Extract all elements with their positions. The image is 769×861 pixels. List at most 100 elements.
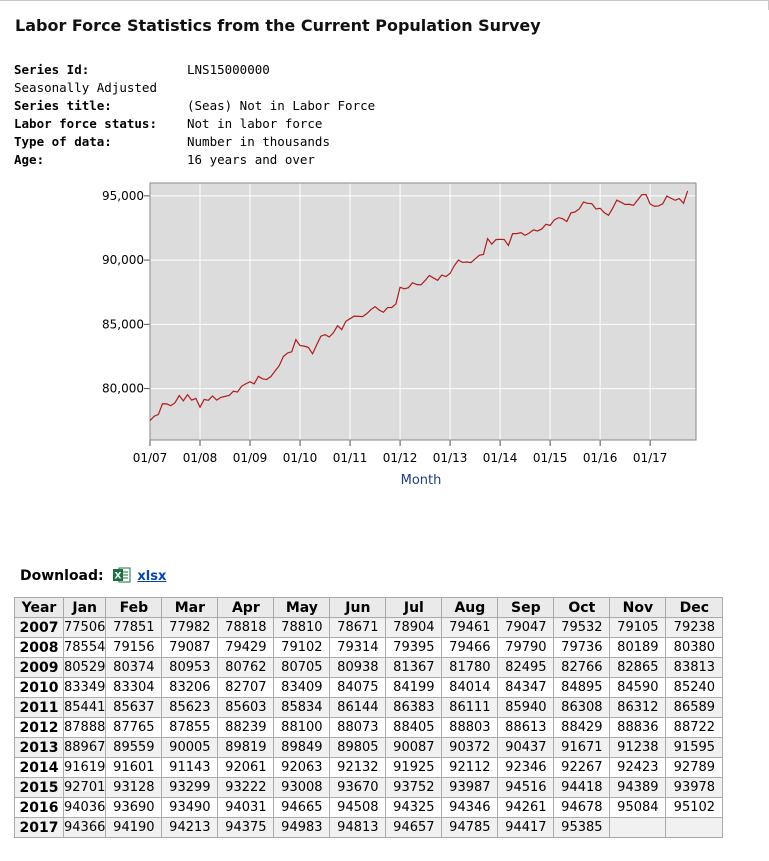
table-cell: 80705 xyxy=(273,657,331,678)
table-cell: 94813 xyxy=(329,817,387,838)
table-cell: 92132 xyxy=(329,757,387,778)
table-cell: 94375 xyxy=(217,817,275,838)
meta-label: Series Id: xyxy=(14,62,90,77)
table-cell: 88722 xyxy=(665,717,724,738)
table-cell: 79102 xyxy=(273,637,331,658)
table-cell: 84014 xyxy=(441,677,499,698)
table-cell: 77506 xyxy=(62,617,107,638)
table-cell: 91671 xyxy=(553,737,611,758)
table-cell: 94389 xyxy=(609,777,667,798)
table-cell: 94213 xyxy=(161,817,219,838)
table-cell: 88073 xyxy=(329,717,387,738)
x-tick-label: 01/07 xyxy=(133,451,168,465)
table-cell: 90087 xyxy=(385,737,443,758)
table-cell: 94418 xyxy=(553,777,611,798)
meta-label: Series title: xyxy=(14,98,112,113)
table-cell: 79087 xyxy=(161,637,219,658)
table-cell: 80529 xyxy=(62,657,107,678)
table-row: 2014 91619 91601 91143 92061 92063 92132 91925 9… xyxy=(14,757,724,778)
table-cell: 94983 xyxy=(273,817,331,838)
table-cell: 93978 xyxy=(665,777,724,798)
table-cell: 80380 xyxy=(665,637,724,658)
table-cell: 79790 xyxy=(497,637,555,658)
header-month: Mar xyxy=(161,597,219,618)
row-year: 2011 xyxy=(14,697,64,718)
table-cell: 88803 xyxy=(441,717,499,738)
row-year: 2007 xyxy=(14,617,64,638)
x-tick-label: 01/15 xyxy=(533,451,568,465)
table-cell: 88967 xyxy=(62,737,107,758)
table-cell: 93690 xyxy=(105,797,163,818)
header-month: Feb xyxy=(105,597,163,618)
y-tick-label: 80,000 xyxy=(102,382,144,396)
table-cell: 86312 xyxy=(609,697,667,718)
table-cell: 80938 xyxy=(329,657,387,678)
table-cell: 79429 xyxy=(217,637,275,658)
row-year: 2014 xyxy=(14,757,64,778)
table-cell: 78810 xyxy=(273,617,331,638)
table-cell: 80374 xyxy=(105,657,163,678)
table-cell: 78904 xyxy=(385,617,443,638)
table-cell: 80189 xyxy=(609,637,667,658)
header-month: Sep xyxy=(497,597,555,618)
header-month: Jun xyxy=(329,597,387,618)
table-cell: 84895 xyxy=(553,677,611,698)
table-cell: 85603 xyxy=(217,697,275,718)
table-cell: 89559 xyxy=(105,737,163,758)
table-row: 2012 87888 87765 87855 88239 88100 88073 88405 8… xyxy=(14,717,724,738)
table-cell: 93670 xyxy=(329,777,387,798)
row-year: 2012 xyxy=(14,717,64,738)
x-tick-label: 01/11 xyxy=(333,451,368,465)
table-cell: 79156 xyxy=(105,637,163,658)
table-cell: 79466 xyxy=(441,637,499,658)
table-cell: 81780 xyxy=(441,657,499,678)
table-cell: 92346 xyxy=(497,757,555,778)
table-cell: 94665 xyxy=(273,797,331,818)
row-year: 2013 xyxy=(14,737,64,758)
top-border xyxy=(0,0,769,1)
table-cell: 88405 xyxy=(385,717,443,738)
table-row: 2011 85441 85637 85623 85603 85834 86144 86383 8… xyxy=(14,697,724,718)
table-cell: 86589 xyxy=(665,697,724,718)
excel-icon[interactable]: X xyxy=(112,567,131,583)
table-cell: 94657 xyxy=(385,817,443,838)
table-cell: 94346 xyxy=(441,797,499,818)
table-cell: 84590 xyxy=(609,677,667,698)
table-cell: 79395 xyxy=(385,637,443,658)
table-cell: 80762 xyxy=(217,657,275,678)
table-cell: 93128 xyxy=(105,777,163,798)
header-month: Oct xyxy=(553,597,611,618)
header-month: Aug xyxy=(441,597,499,618)
table-cell: 90372 xyxy=(441,737,499,758)
table-cell: 88239 xyxy=(217,717,275,738)
table-cell: 85834 xyxy=(273,697,331,718)
table-cell: 93752 xyxy=(385,777,443,798)
table-cell: 89819 xyxy=(217,737,275,758)
table-cell: 94036 xyxy=(62,797,107,818)
table-cell: 94516 xyxy=(497,777,555,798)
table-cell: 92061 xyxy=(217,757,275,778)
download-label: Download: xyxy=(20,568,104,584)
xlsx-download-link[interactable]: xlsx xyxy=(137,569,167,584)
header-month: Dec xyxy=(665,597,724,618)
table-cell: 79736 xyxy=(553,637,611,658)
table-cell: 87888 xyxy=(62,717,107,738)
table-cell: 89805 xyxy=(329,737,387,758)
table-cell: 79105 xyxy=(609,617,667,638)
header-year: Year xyxy=(14,597,64,618)
table-cell: 91595 xyxy=(665,737,724,758)
table-cell: 95102 xyxy=(665,797,724,818)
x-tick-label: 01/10 xyxy=(283,451,318,465)
table-cell: 78818 xyxy=(217,617,275,638)
table-cell: 88613 xyxy=(497,717,555,738)
table-cell: 92423 xyxy=(609,757,667,778)
table-header-row: Year Jan Feb Mar Apr May Jun Jul Aug Sep Oct Nov Dec xyxy=(14,597,724,618)
table-cell: 93987 xyxy=(441,777,499,798)
table-cell: 85441 xyxy=(62,697,107,718)
row-year: 2016 xyxy=(14,797,64,818)
download-section: Download: X xlsx xyxy=(20,567,166,584)
table-cell: 90005 xyxy=(161,737,219,758)
table-cell: 79047 xyxy=(497,617,555,638)
table-cell: 82495 xyxy=(497,657,555,678)
line-chart: 01/07 01/08 01/09 01/10 01/11 01/12 01/13 01/14… xyxy=(102,182,697,488)
